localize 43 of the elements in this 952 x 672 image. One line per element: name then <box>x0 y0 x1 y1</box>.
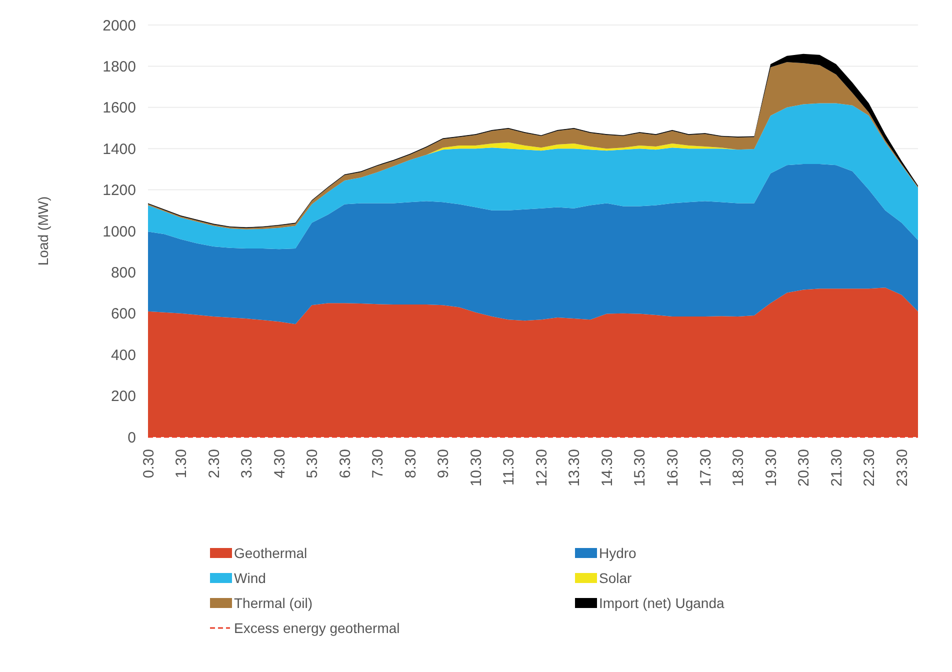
x-tick-label: 1.30 <box>173 449 190 478</box>
x-tick-label: 8.30 <box>402 449 420 478</box>
y-tick-label: 1000 <box>102 223 136 240</box>
legend-label: Hydro <box>599 544 637 561</box>
x-tick-label: 15.30 <box>632 449 649 487</box>
x-tick-label: 0.30 <box>140 449 158 478</box>
x-tick-label: 13.30 <box>566 449 584 487</box>
x-tick-label: 20.30 <box>796 449 813 487</box>
x-tick-label: 7.30 <box>370 449 387 478</box>
y-tick-label: 200 <box>110 388 136 406</box>
x-tick-label: 17.30 <box>697 449 714 487</box>
legend-label: Import (net) Uganda <box>599 594 724 611</box>
x-tick-label: 19.30 <box>762 449 780 487</box>
y-tick-label: 1600 <box>102 100 136 117</box>
y-tick-label: 0 <box>128 429 136 446</box>
y-tick-label: 1200 <box>102 182 136 200</box>
x-tick-label: 14.30 <box>598 449 616 487</box>
legend-label: Thermal (oil) <box>234 594 313 611</box>
x-tick-label: 18.30 <box>730 449 748 487</box>
legend-label: Wind <box>234 570 266 586</box>
y-tick-label: 600 <box>110 306 136 323</box>
x-tick-label: 5.30 <box>304 449 322 478</box>
y-tick-label: 1800 <box>102 58 136 76</box>
x-tick-label: 21.30 <box>828 449 846 487</box>
x-tick-label: 2.30 <box>206 449 223 478</box>
legend-label: Solar <box>599 570 632 586</box>
y-axis-title: Load (MW) <box>35 196 51 266</box>
x-tick-label: 11.30 <box>500 449 518 486</box>
y-tick-label: 400 <box>110 346 136 364</box>
x-tick-label: 23.30 <box>894 449 911 487</box>
x-tick-label: 9.30 <box>435 449 452 478</box>
x-tick-label: 12.30 <box>533 449 550 487</box>
legend-label: Geothermal <box>234 544 308 561</box>
y-tick-label: 2000 <box>102 17 136 34</box>
x-tick-label: 3.30 <box>238 449 256 478</box>
x-tick-label: 22.30 <box>861 449 878 487</box>
legend-label: Excess energy geothermal <box>234 620 400 636</box>
x-tick-label: 6.30 <box>336 449 354 478</box>
y-tick-label: 1400 <box>102 140 136 158</box>
x-tick-label: 4.30 <box>271 449 288 478</box>
x-tick-label: 10.30 <box>468 449 485 487</box>
x-tick-label: 16.30 <box>664 449 682 487</box>
y-tick-label: 800 <box>110 264 136 282</box>
